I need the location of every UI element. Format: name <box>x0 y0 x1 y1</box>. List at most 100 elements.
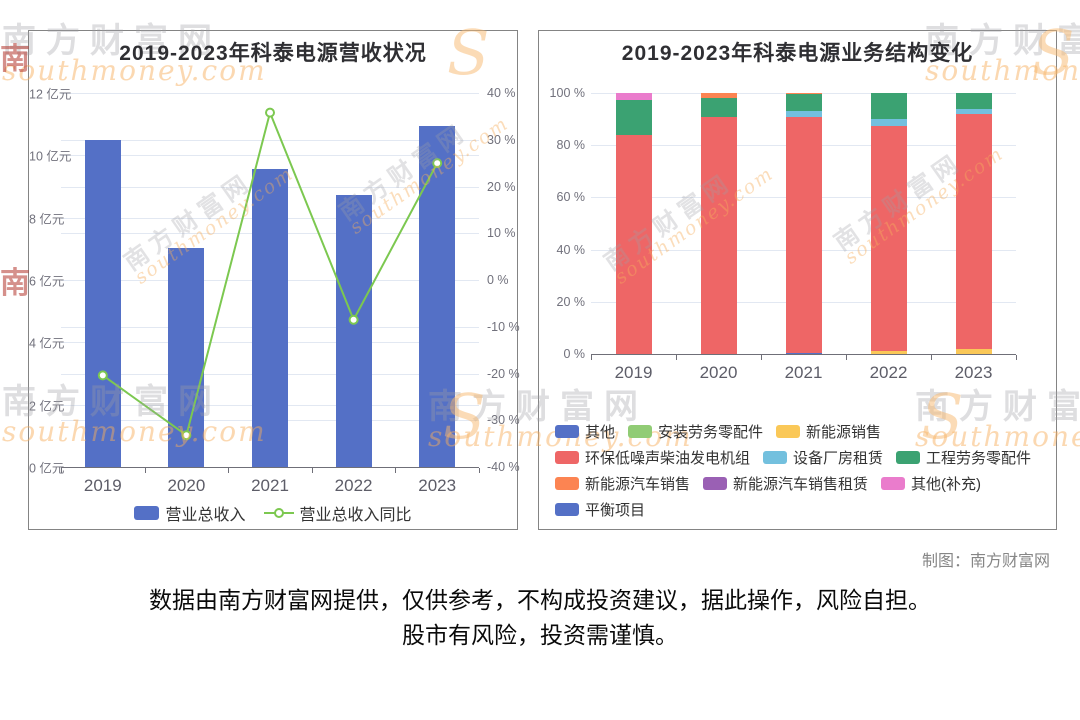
chart-credit: 制图：南方财富网 <box>921 553 1050 570</box>
legend-swatch-icon <box>776 425 801 438</box>
legend-swatch-icon <box>555 477 579 490</box>
yoy-point-2022[interactable] <box>348 314 359 325</box>
legend-row: 其他 安装劳务零配件 新能源销售 <box>555 421 881 442</box>
x-axis-tick <box>311 468 313 473</box>
revenue-plot-area <box>61 93 480 473</box>
y-axis-label-right: 40 % <box>487 86 516 100</box>
x-axis-tick <box>144 468 146 473</box>
x-axis-tick <box>228 468 230 473</box>
legend-item-新能源汽车销售[interactable]: 新能源汽车销售 <box>555 473 690 494</box>
y-axis-label: 20 % <box>556 294 586 309</box>
yoy-point-2021[interactable] <box>265 107 275 118</box>
x-axis-tick <box>395 468 397 473</box>
revenue-bar-2021[interactable] <box>252 169 288 467</box>
legend-swatch-icon <box>703 477 728 490</box>
revenue-chart-title: 2019-2023年科泰电源营收状况 <box>119 42 427 65</box>
legend-item-yoy[interactable]: 营业总收入同比 <box>263 501 412 525</box>
y-axis-label-left: 6 亿元 <box>29 274 65 289</box>
stack-segment-2023-设备厂房租赁[interactable] <box>955 108 992 114</box>
legend-label: 工程劳务零配件 <box>926 450 1032 467</box>
y-axis-label-right: 20 % <box>487 179 516 194</box>
yoy-point-2020[interactable] <box>181 430 192 441</box>
x-axis-line <box>61 467 479 468</box>
legend-label: 安装劳务零配件 <box>658 424 764 441</box>
legend-swatch-icon <box>881 477 906 490</box>
y-axis-label-left: 8 亿元 <box>29 212 65 227</box>
watermark-seal-icon: 南 <box>0 266 30 301</box>
structure-chart-panel: 2019-2023年科泰电源业务结构变化 其他 安装劳务零配件 新能源销售环保低噪声… <box>538 30 1057 530</box>
legend-item-新能源销售[interactable]: 新能源销售 <box>776 421 881 442</box>
line-swatch-icon <box>263 506 294 520</box>
x-axis-label-2019: 2019 <box>614 363 653 382</box>
legend-item-安装劳务零配件[interactable]: 安装劳务零配件 <box>628 421 763 442</box>
y-axis-label-right: 10 % <box>487 226 516 241</box>
stack-segment-2019-其他(补充)[interactable] <box>615 93 652 100</box>
y-axis-label-right: -20 % <box>487 366 520 381</box>
legend-label: 营业总收入 <box>165 507 246 524</box>
legend-swatch-icon <box>896 451 921 464</box>
stack-segment-2020-环保低噪声柴油发电机组[interactable] <box>700 116 737 354</box>
stack-segment-2022-环保低噪声柴油发电机组[interactable] <box>870 125 907 352</box>
legend-label: 新能源汽车销售租赁 <box>733 476 869 493</box>
legend-item-其他[interactable]: 其他 <box>555 421 615 442</box>
stack-segment-2021-新能源汽车销售[interactable] <box>785 93 822 95</box>
structure-chart-title: 2019-2023年科泰电源业务结构变化 <box>621 42 974 65</box>
stack-segment-2023-环保低噪声柴油发电机组[interactable] <box>955 113 992 349</box>
legend-item-设备厂房租赁[interactable]: 设备厂房租赁 <box>763 447 883 468</box>
stack-segment-2021-其他[interactable] <box>785 353 822 354</box>
bar-swatch-icon <box>134 506 160 520</box>
x-axis-tick <box>591 355 592 360</box>
yoy-point-2019[interactable] <box>97 370 108 381</box>
y-axis-label: 80 % <box>556 138 586 153</box>
stack-segment-2023-新能源销售[interactable] <box>955 348 992 354</box>
stack-segment-2021-环保低噪声柴油发电机组[interactable] <box>785 116 822 354</box>
legend-row: 新能源汽车销售 新能源汽车销售租赁 其他(补充) <box>555 473 981 494</box>
stack-segment-2022-工程劳务零配件[interactable] <box>870 93 907 120</box>
legend-label: 环保低噪声柴油发电机组 <box>585 450 751 467</box>
y-axis-label-right: -40 % <box>487 460 520 474</box>
stack-segment-2019-工程劳务零配件[interactable] <box>615 99 652 135</box>
y-axis-label: 100 % <box>549 86 585 100</box>
y-axis-label: 60 % <box>556 190 586 205</box>
legend-swatch-icon <box>555 503 579 516</box>
legend-swatch-icon <box>555 451 579 464</box>
x-axis-label-2020: 2020 <box>699 363 738 382</box>
yoy-point-2023[interactable] <box>432 158 443 169</box>
stack-segment-2020-新能源汽车销售[interactable] <box>700 93 737 99</box>
legend-item-工程劳务零配件[interactable]: 工程劳务零配件 <box>896 447 1031 468</box>
stack-segment-2022-设备厂房租赁[interactable] <box>870 119 907 126</box>
legend-label: 设备厂房租赁 <box>793 450 884 467</box>
revenue-bar-2022[interactable] <box>335 194 372 467</box>
legend-item-revenue[interactable]: 营业总收入 <box>134 501 246 525</box>
x-axis-line <box>591 354 1016 355</box>
legend-item-环保低噪声柴油发电机组[interactable]: 环保低噪声柴油发电机组 <box>555 447 750 468</box>
revenue-bar-2019[interactable] <box>84 139 121 467</box>
stack-segment-2022-新能源销售[interactable] <box>870 351 907 354</box>
legend-label: 其他 <box>585 424 616 441</box>
disclaimer-line-1: 数据由南方财富网提供，仅供参考，不构成投资建议，据此操作，风险自担。 <box>149 587 931 613</box>
stack-segment-2019-环保低噪声柴油发电机组[interactable] <box>615 134 652 354</box>
stack-segment-2021-工程劳务零配件[interactable] <box>785 94 822 112</box>
legend-item-新能源汽车销售租赁[interactable]: 新能源汽车销售租赁 <box>703 473 868 494</box>
revenue-bar-2023[interactable] <box>419 125 456 467</box>
legend-row: 平衡项目 <box>555 499 645 520</box>
legend-item-其他(补充)[interactable]: 其他(补充) <box>881 473 981 494</box>
x-axis-tick <box>676 355 677 360</box>
stack-segment-2021-设备厂房租赁[interactable] <box>785 111 822 117</box>
legend-label: 平衡项目 <box>585 502 646 519</box>
x-axis-label-2023: 2023 <box>954 363 993 382</box>
stack-segment-2020-工程劳务零配件[interactable] <box>700 98 737 117</box>
y-axis-label-right: 0 % <box>487 273 509 287</box>
y-axis-label: 40 % <box>556 242 586 257</box>
y-axis-label: 0 % <box>563 347 585 361</box>
disclaimer-line-2: 股市有风险，投资需谨慎。 <box>402 622 678 648</box>
gridline <box>61 155 479 157</box>
stack-segment-2023-工程劳务零配件[interactable] <box>955 93 992 109</box>
x-axis-label-2021: 2021 <box>251 476 289 495</box>
y-axis-label-right: 30 % <box>487 132 516 147</box>
y-axis-label-left: 12 亿元 <box>29 87 72 102</box>
legend-item-平衡项目[interactable]: 平衡项目 <box>555 499 645 520</box>
disclaimer: 数据由南方财富网提供，仅供参考，不构成投资建议，据此操作，风险自担。 股市有风险… <box>0 583 1080 653</box>
gridline <box>61 139 479 141</box>
